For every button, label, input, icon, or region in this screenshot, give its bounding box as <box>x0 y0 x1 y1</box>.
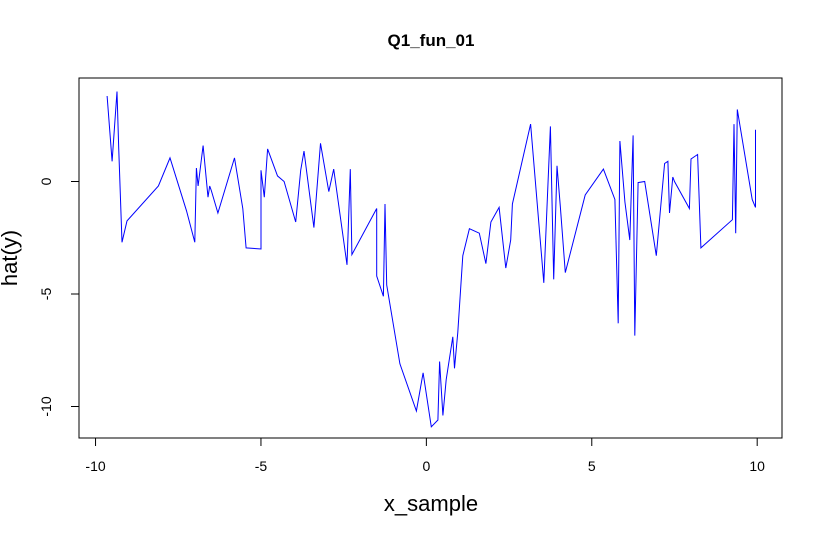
plot-frame <box>78 77 783 439</box>
x-tick-label: -10 <box>85 458 105 474</box>
y-tick-label: -5 <box>38 288 54 301</box>
x-axis-label: x_sample <box>384 491 478 516</box>
x-tick-label: 5 <box>588 458 596 474</box>
y-tick-label: 0 <box>38 177 54 185</box>
y-tick-label: -10 <box>38 396 54 416</box>
x-tick-label: 0 <box>422 458 430 474</box>
series-line <box>106 91 756 428</box>
x-tick-label: -5 <box>255 458 268 474</box>
x-tick-label: 10 <box>749 458 765 474</box>
x-axis: -10 -5 0 5 10 <box>85 437 765 474</box>
chart-title: Q1_fun_01 <box>388 31 475 50</box>
y-axis: 0 -5 -10 <box>38 177 80 417</box>
y-axis-label: hat(y) <box>0 230 22 286</box>
